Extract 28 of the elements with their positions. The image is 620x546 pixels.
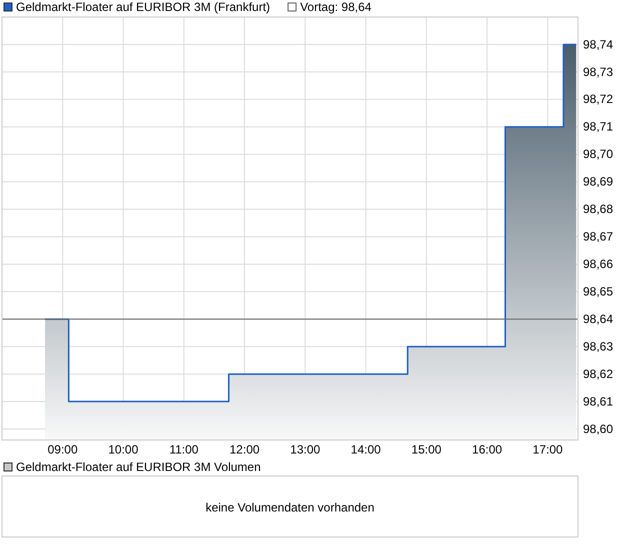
y-tick-label: 98,68 xyxy=(583,202,614,216)
legend-label: Vortag: 98,64 xyxy=(300,0,372,14)
y-tick-label: 98,65 xyxy=(583,284,614,299)
x-tick-label: 12:00 xyxy=(230,442,260,457)
y-tick-label: 98,61 xyxy=(583,394,614,408)
y-tick-label: 98,72 xyxy=(583,92,614,106)
text: Geldmarkt-Floater auf EURIBOR 3M Volumen xyxy=(16,460,261,474)
y-tick-label: 98,67 xyxy=(583,230,614,244)
y-tick-label: 98,63 xyxy=(583,339,614,354)
y-tick-label: 98,74 xyxy=(583,37,614,52)
x-tick-label: 10:00 xyxy=(108,442,139,457)
y-tick-label: 98,73 xyxy=(583,64,614,79)
y-tick-label: 98,62 xyxy=(583,366,614,381)
x-tick-label: 09:00 xyxy=(48,442,78,457)
legend-label: Geldmarkt-Floater auf EURIBOR 3M (Frankfurt) xyxy=(16,0,270,14)
y-tick-label: 98,64 xyxy=(583,312,614,326)
x-tick-label: 13:00 xyxy=(290,442,320,457)
text: keine Volumendaten vorhanden xyxy=(206,500,374,514)
x-tick-label: 16:00 xyxy=(472,442,502,457)
x-tick-label: 17:00 xyxy=(532,442,564,457)
y-tick-label: 98,60 xyxy=(583,422,614,436)
y-tick-label: 98,66 xyxy=(583,257,614,272)
y-tick-label: 98,70 xyxy=(583,147,614,162)
x-tick-label: 14:00 xyxy=(350,442,382,457)
y-tick-label: 98,71 xyxy=(583,120,614,134)
y-tick-label: 98,69 xyxy=(583,174,614,189)
x-tick-label: 11:00 xyxy=(169,442,199,457)
x-tick-label: 15:00 xyxy=(411,442,442,457)
